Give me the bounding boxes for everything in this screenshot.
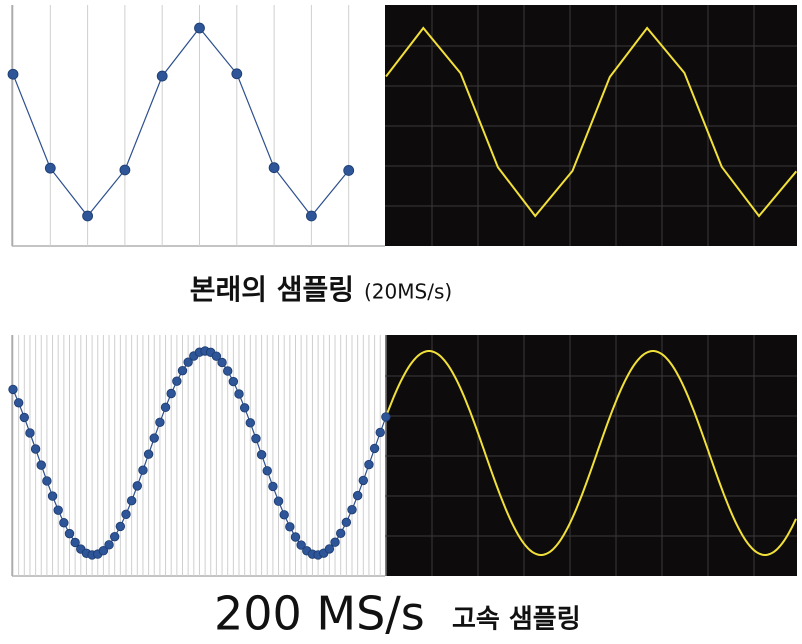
- sample-dot: [211, 351, 222, 361]
- sample-dot: [44, 162, 56, 174]
- sample-dot: [245, 418, 256, 428]
- sample-dot: [138, 465, 148, 475]
- sample-dot: [268, 481, 278, 492]
- sample-dot: [121, 509, 131, 520]
- sample-dot: [53, 505, 63, 515]
- caption-title: 본래의 샘플링: [190, 273, 354, 306]
- sample-dot: [104, 540, 114, 550]
- waveforms: [7, 5, 798, 577]
- sample-dot: [109, 531, 120, 542]
- sample-dot: [330, 537, 340, 547]
- sample-dot: [160, 402, 171, 413]
- sample-dot: [183, 357, 193, 367]
- sample-dot: [119, 164, 131, 176]
- sample-dot: [172, 376, 182, 386]
- sample-dot: [279, 510, 289, 520]
- sample-dot: [126, 496, 137, 506]
- sample-dot: [358, 475, 369, 486]
- sample-dot: [155, 417, 165, 427]
- sample-dot: [262, 466, 272, 476]
- sample-dot: [256, 450, 267, 460]
- caption-note: (20MS/s): [364, 280, 452, 304]
- sample-dot: [341, 517, 352, 528]
- sample-dot: [352, 490, 363, 501]
- sample-dot: [375, 427, 385, 438]
- sample-dot: [166, 388, 176, 399]
- sample-dot: [59, 518, 69, 528]
- sample-dot: [268, 162, 280, 174]
- sample-dot: [290, 532, 301, 542]
- sample-dot: [222, 366, 233, 376]
- caption-title: 200 MS/s: [214, 587, 425, 641]
- sample-dot: [19, 412, 30, 423]
- sample-dot: [25, 428, 35, 438]
- sample-dot: [13, 398, 24, 408]
- sample-dot: [239, 403, 250, 413]
- sample-dot: [251, 433, 261, 444]
- sampled-line: [12, 27, 350, 217]
- sample-dot: [82, 210, 93, 222]
- sample-dot: [177, 365, 188, 376]
- sample-dot: [36, 460, 46, 470]
- sample-dot: [156, 70, 168, 82]
- sample-dot: [64, 528, 75, 539]
- sample-dot: [305, 210, 317, 222]
- sample-dot: [8, 384, 18, 395]
- sample-dot: [347, 504, 357, 515]
- sample-dot: [115, 521, 126, 532]
- sample-dot: [149, 433, 159, 443]
- sample-dot: [369, 443, 380, 454]
- caption-note: 고속 샘플링: [452, 605, 581, 635]
- sample-dot: [364, 459, 374, 470]
- scope-trace: [385, 26, 798, 218]
- sample-dot: [228, 376, 239, 387]
- sample-dot: [217, 357, 227, 368]
- sample-dot: [143, 449, 154, 459]
- sample-dot: [194, 22, 205, 34]
- sample-dot: [381, 412, 391, 422]
- sample-dot: [336, 528, 346, 538]
- sample-dot: [234, 389, 244, 399]
- scope-trace: [385, 350, 797, 556]
- sample-dot: [273, 496, 284, 506]
- sample-dot: [98, 545, 109, 556]
- sample-dot: [132, 481, 143, 491]
- sample-dot: [285, 522, 295, 532]
- sample-dot: [343, 165, 355, 176]
- sample-dot: [231, 68, 243, 80]
- sample-dot: [42, 476, 52, 486]
- sample-dot: [30, 444, 41, 454]
- sample-dot: [296, 540, 306, 550]
- sample-dot: [47, 491, 58, 501]
- sample-dot: [324, 544, 335, 554]
- sample-dot: [70, 537, 80, 548]
- sample-dot: [7, 68, 19, 80]
